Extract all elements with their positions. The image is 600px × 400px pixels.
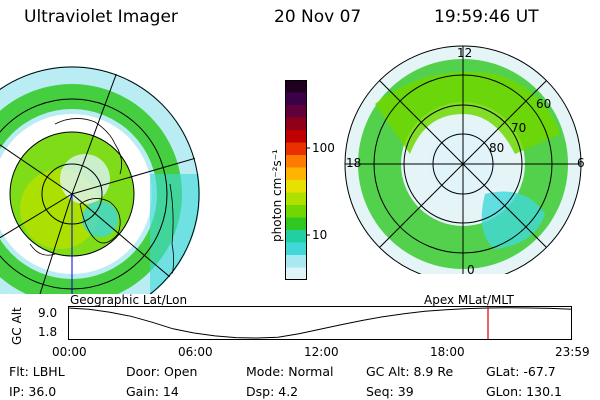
colorbar-cell (285, 230, 307, 243)
mlat-label-60: 60 (536, 97, 552, 111)
colorbar-cell (285, 267, 307, 280)
dsp-info: Dsp: 4.2 (246, 384, 299, 399)
colorbar-frame (285, 80, 307, 280)
colorbar-cell (285, 80, 307, 93)
altitude-plot (68, 306, 572, 340)
time-tick-2359: 23:59 (555, 345, 590, 359)
colorbar-cell (285, 217, 307, 231)
colorbar-cell (285, 242, 307, 256)
time-tick-0000: 00:00 (52, 345, 87, 359)
time-tick-0600: 06:00 (178, 345, 213, 359)
colorbar-cell (285, 117, 307, 131)
colorbar-unit-label: photon cm⁻²s⁻¹ (270, 149, 284, 242)
time-tick-1800: 18:00 (430, 345, 465, 359)
glon-info: GLon: 130.1 (486, 384, 562, 399)
seq-info: Seq: 39 (366, 384, 414, 399)
colorbar-cell (285, 205, 307, 218)
colorbar-cell (285, 167, 307, 181)
colorbar-cell (285, 105, 307, 118)
auroral-emission (0, 66, 200, 294)
altitude-plot-frame (68, 306, 572, 340)
mlt-label-6: 6 (577, 156, 585, 170)
left-map-title: Geographic Lat/Lon (70, 293, 188, 307)
colorbar-cell (285, 255, 307, 268)
colorbar-cell (285, 155, 307, 168)
door-info: Door: Open (126, 364, 198, 379)
ip-info: IP: 36.0 (9, 384, 57, 399)
date-label: 20 Nov 07 (274, 7, 362, 27)
colorbar-cell (285, 130, 307, 143)
filter-info: Flt: LBHL (9, 364, 65, 379)
altitude-axis-label: GC Alt (10, 307, 24, 345)
colorbar-tick-10: 10 (312, 228, 328, 242)
instrument-title: Ultraviolet Imager (24, 7, 178, 27)
mlt-label-12: 12 (457, 46, 473, 60)
mlt-label-18: 18 (346, 156, 362, 170)
coastlines (29, 118, 174, 285)
time-label: 19:59:46 UT (434, 7, 539, 27)
altitude-curve (68, 307, 572, 339)
gc-alt-info: GC Alt: 8.9 Re (366, 364, 454, 379)
colorbar-cell (285, 180, 307, 193)
mlat-label-70: 70 (511, 121, 527, 135)
glat-info: GLat: -67.7 (486, 364, 556, 379)
colorbar-tick-100: 100 (312, 141, 335, 155)
time-tick-1200: 12:00 (304, 345, 339, 359)
altitude-tick-max: 9.0 (38, 306, 58, 320)
colorbar (285, 80, 310, 280)
mlt-label-0: 0 (467, 263, 475, 277)
altitude-tick-min: 1.8 (38, 325, 58, 339)
geographic-map (0, 66, 200, 294)
apex-polar-map (344, 45, 582, 274)
colorbar-cell (285, 142, 307, 156)
mode-info: Mode: Normal (246, 364, 334, 379)
colorbar-cell (285, 192, 307, 206)
polar-grid (344, 45, 582, 274)
mlat-label-80: 80 (489, 141, 505, 155)
right-map-title: Apex MLat/MLT (424, 293, 514, 307)
colorbar-cell (285, 92, 307, 106)
gain-info: Gain: 14 (126, 384, 179, 399)
